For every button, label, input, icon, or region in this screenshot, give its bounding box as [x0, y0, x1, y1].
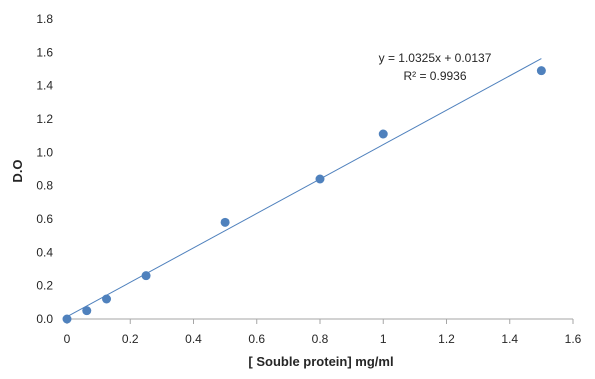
x-tick-label: 0.8 [312, 332, 329, 346]
data-point [141, 271, 151, 281]
y-axis-title: D.O [10, 159, 25, 182]
x-tick-label: 0 [64, 332, 71, 346]
x-tick-label: 0.6 [248, 332, 265, 346]
data-point [82, 306, 92, 316]
x-tick-label: 1.4 [501, 332, 518, 346]
data-point [102, 294, 112, 304]
y-tick-label: 0.0 [36, 312, 53, 326]
y-tick-label: 1.4 [36, 79, 53, 93]
data-points [62, 66, 546, 324]
y-axis-ticks: 0.0 0.2 0.4 0.6 0.8 1.0 1.2 1.4 1.6 1.8 [36, 12, 53, 326]
y-tick-label: 1.2 [36, 112, 53, 126]
x-axis-title: [ Souble protein] mg/ml [248, 354, 393, 369]
data-point [62, 314, 72, 324]
data-point [536, 66, 546, 76]
trendline-equation: y = 1.0325x + 0.0137 [379, 51, 492, 65]
y-tick-label: 0.4 [36, 245, 53, 259]
y-tick-label: 1.0 [36, 145, 53, 159]
data-point [220, 217, 230, 227]
x-tick-label: 0.2 [122, 332, 139, 346]
y-tick-label: 0.2 [36, 279, 53, 293]
x-tick-label: 0.4 [185, 332, 202, 346]
y-tick-label: 0.6 [36, 212, 53, 226]
y-tick-label: 1.6 [36, 45, 53, 59]
r-squared-label: R² = 0.9936 [403, 69, 466, 83]
x-tick-label: 1.6 [565, 332, 582, 346]
trendline [66, 58, 542, 318]
y-tick-label: 0.8 [36, 179, 53, 193]
x-tick-label: 1.2 [438, 332, 455, 346]
y-tick-label: 1.8 [36, 12, 53, 26]
data-point [315, 174, 325, 184]
data-point [378, 129, 388, 139]
x-axis-ticks: 0 0.2 0.4 0.6 0.8 1 1.2 1.4 1.6 [64, 319, 582, 346]
x-tick-label: 1 [380, 332, 387, 346]
